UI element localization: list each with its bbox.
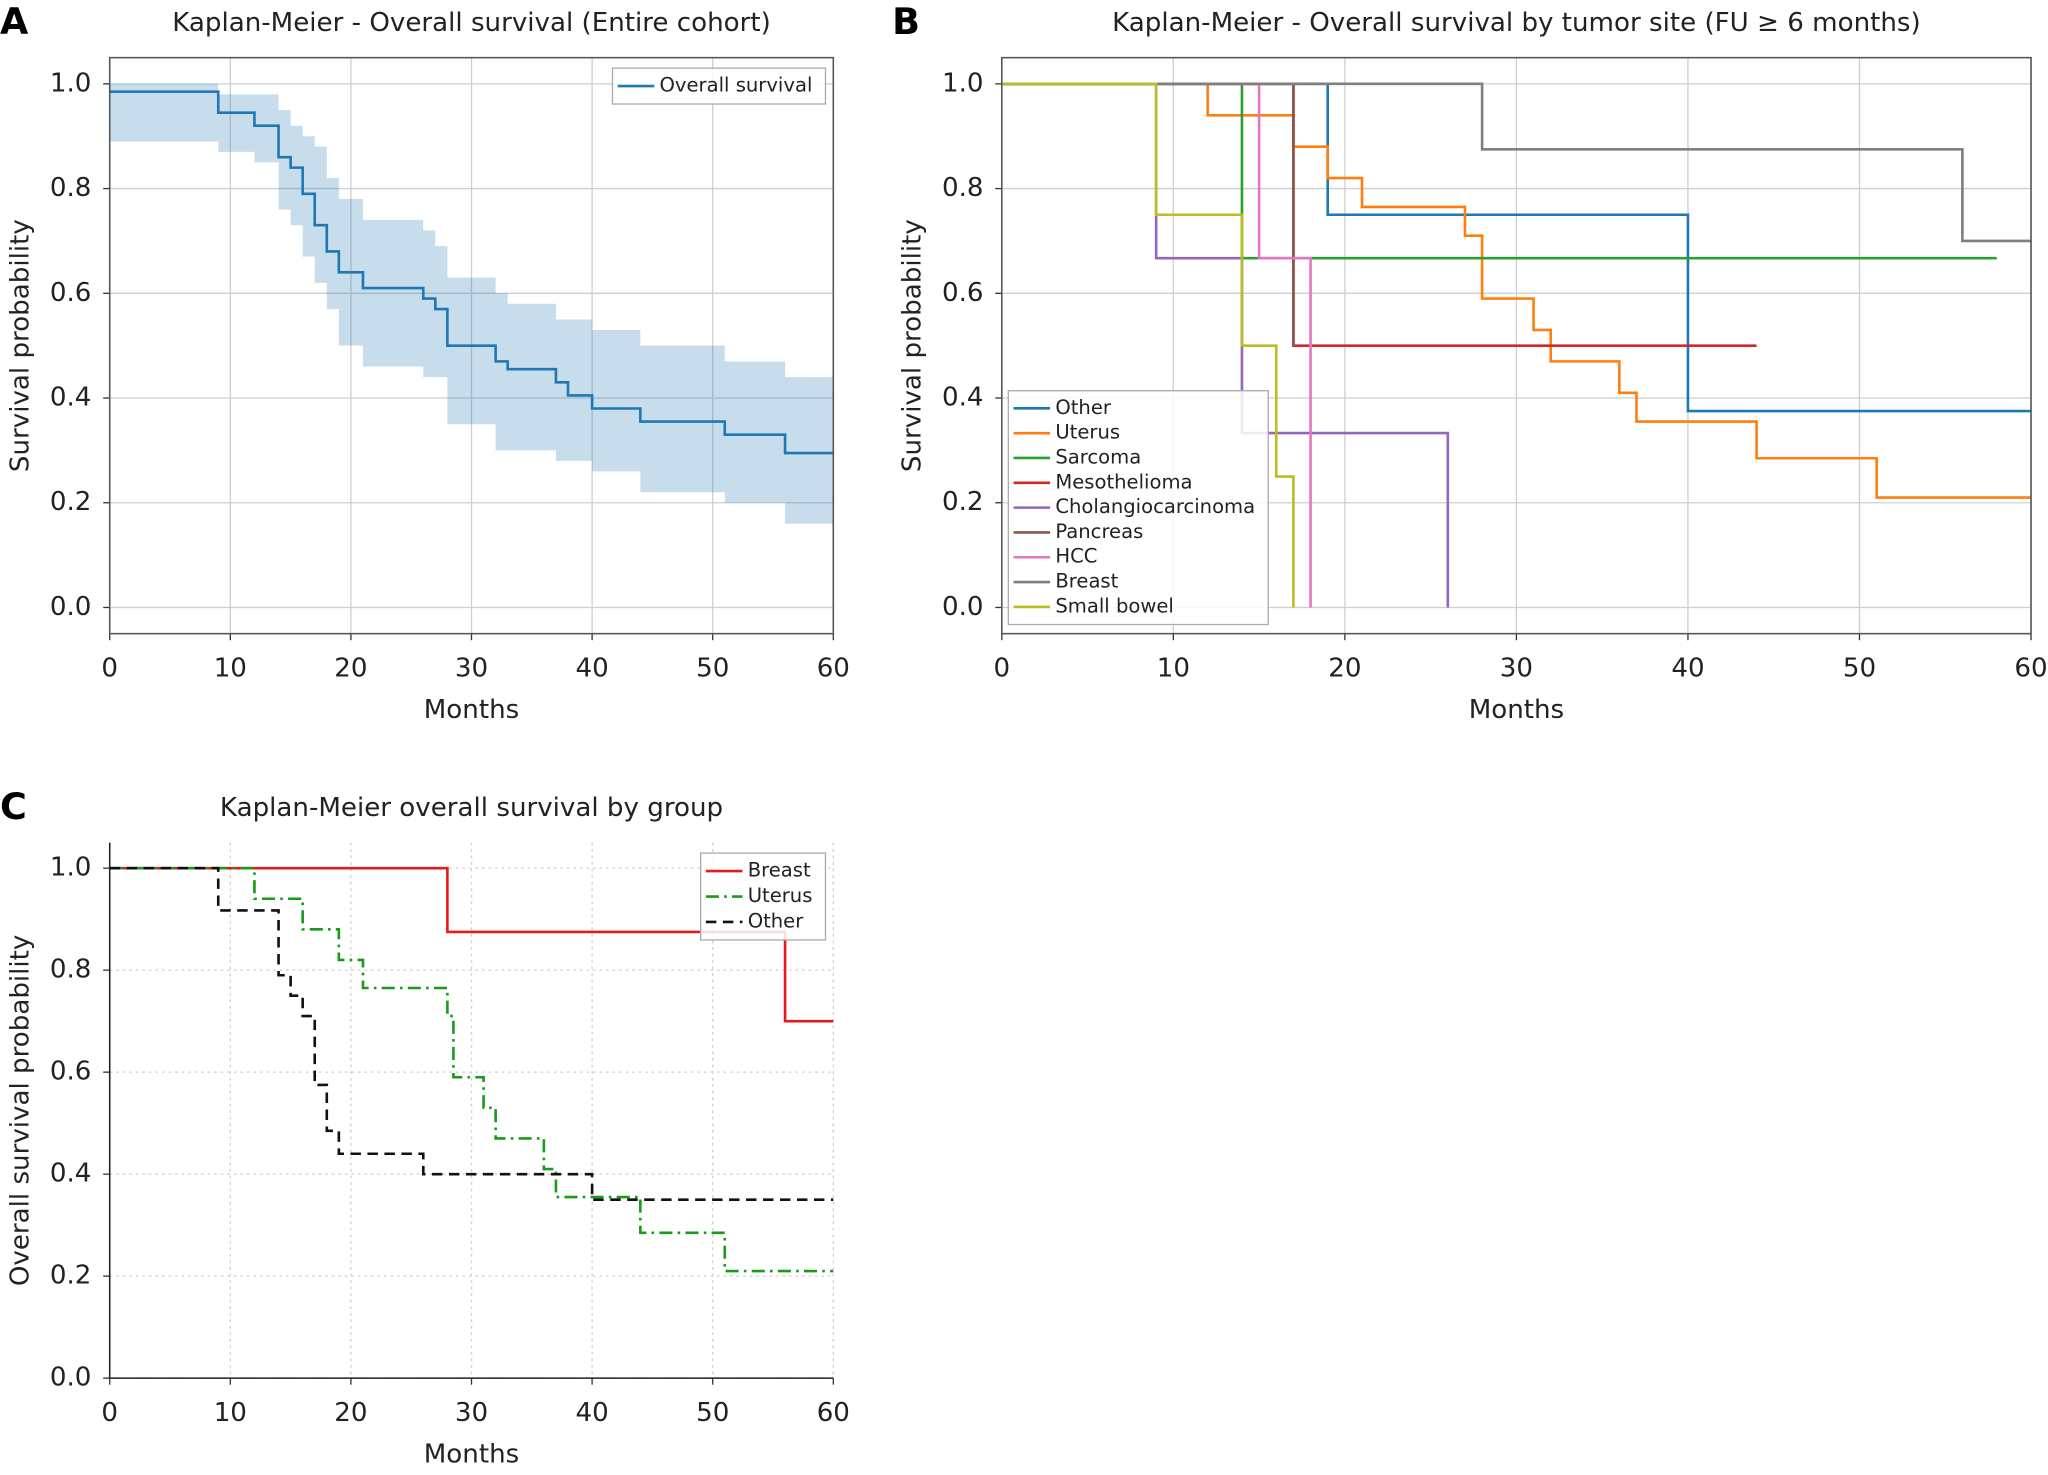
x-tick-label: 0 [993, 653, 1010, 683]
y-tick-label: 0.2 [50, 1261, 92, 1291]
x-tick-label: 30 [1500, 653, 1533, 683]
x-tick-label: 30 [455, 653, 488, 683]
legend-label: Uterus [1055, 421, 1120, 444]
survival-curve [1001, 82, 1295, 608]
y-tick-label: 1.0 [50, 853, 92, 883]
y-tick-label: 0.4 [50, 383, 92, 413]
y-tick-label: 0.0 [942, 592, 984, 622]
y-tick-label: 0.0 [50, 592, 92, 622]
panel: B Kaplan-Meier - Overall survival by tumo… [892, 0, 2048, 725]
legend-label: HCC [1055, 545, 1097, 568]
x-tick-label: 40 [575, 1398, 608, 1428]
survival-curve [109, 90, 834, 455]
x-tick-label: 20 [334, 653, 367, 683]
survival-curve [1001, 82, 1997, 260]
panel-letter: A [0, 0, 29, 43]
legend-label: Uterus [748, 884, 813, 907]
survival-curve [1001, 82, 2032, 499]
x-tick-label: 10 [214, 1398, 247, 1428]
legend: Overall survival [611, 67, 827, 105]
y-axis-label: Overall survival probability [5, 935, 35, 1287]
legend-label: Mesothelioma [1055, 470, 1192, 493]
x-tick-label: 40 [1671, 653, 1704, 683]
chart-title: Kaplan-Meier - Overall survival by tumor… [1112, 8, 1921, 38]
survival-curve [109, 866, 834, 1201]
legend-box [1007, 390, 1269, 626]
plot-frame [108, 56, 835, 635]
y-tick-label: 0.6 [50, 1057, 92, 1087]
y-axis-label: Survival probability [5, 219, 35, 472]
x-tick-label: 30 [455, 1398, 488, 1428]
y-tick-label: 0.8 [50, 955, 92, 985]
y-tick-label: 0.4 [942, 383, 984, 413]
y-tick-label: 0.0 [50, 1363, 92, 1393]
chart-title: Kaplan-Meier - Overall survival (Entire … [172, 8, 771, 38]
y-tick-label: 0.4 [50, 1159, 92, 1189]
legend: OtherUterusSarcomaMesotheliomaCholangioc… [1007, 390, 1269, 626]
legend-label: Breast [1055, 570, 1118, 593]
legend-label: Other [1055, 396, 1112, 419]
legend-label: Overall survival [660, 74, 813, 97]
panel-letter: B [892, 0, 920, 43]
x-axis-label: Months [1469, 695, 1564, 725]
legend-label: Breast [748, 859, 811, 882]
x-tick-label: 40 [575, 653, 608, 683]
x-tick-label: 60 [2014, 653, 2047, 683]
y-tick-label: 0.2 [942, 487, 984, 517]
x-tick-label: 60 [817, 653, 850, 683]
y-tick-label: 0.8 [50, 173, 92, 203]
legend-label: Pancreas [1055, 520, 1143, 543]
legend-label: Other [748, 909, 805, 932]
x-tick-label: 50 [696, 653, 729, 683]
x-tick-label: 50 [696, 1398, 729, 1428]
survival-curve [109, 866, 834, 1273]
y-tick-label: 0.8 [942, 173, 984, 203]
x-tick-label: 20 [334, 1398, 367, 1428]
x-tick-label: 50 [1843, 653, 1876, 683]
panel: C Kaplan-Meier overall survival by group M… [0, 785, 850, 1470]
survival-curve [1001, 82, 1295, 346]
y-tick-label: 1.0 [50, 68, 92, 98]
legend-label: Sarcoma [1055, 445, 1141, 468]
survival-curve [109, 866, 834, 1023]
panel-letter: C [0, 785, 27, 828]
x-tick-label: 0 [101, 1398, 118, 1428]
x-tick-label: 10 [1157, 653, 1190, 683]
x-tick-label: 60 [817, 1398, 850, 1428]
x-tick-label: 10 [214, 653, 247, 683]
plot-frame [1001, 56, 2032, 635]
survival-curve [1001, 82, 2032, 243]
x-tick-label: 0 [101, 653, 118, 683]
panel: A Kaplan-Meier - Overall survival (Entire… [0, 0, 850, 725]
chart-title: Kaplan-Meier overall survival by group [220, 793, 723, 823]
confidence-band [109, 83, 834, 524]
y-tick-label: 1.0 [942, 68, 984, 98]
x-axis-label: Months [424, 1440, 519, 1470]
x-axis-label: Months [424, 695, 519, 725]
y-tick-label: 0.2 [50, 487, 92, 517]
legend-label: Small bowel [1055, 594, 1174, 617]
x-tick-label: 20 [1328, 653, 1361, 683]
y-axis-label: Survival probability [897, 219, 927, 472]
legend-box [700, 852, 827, 941]
y-tick-label: 0.6 [50, 278, 92, 308]
y-tick-label: 0.6 [942, 278, 984, 308]
legend-label: Cholangiocarcinoma [1055, 495, 1255, 518]
